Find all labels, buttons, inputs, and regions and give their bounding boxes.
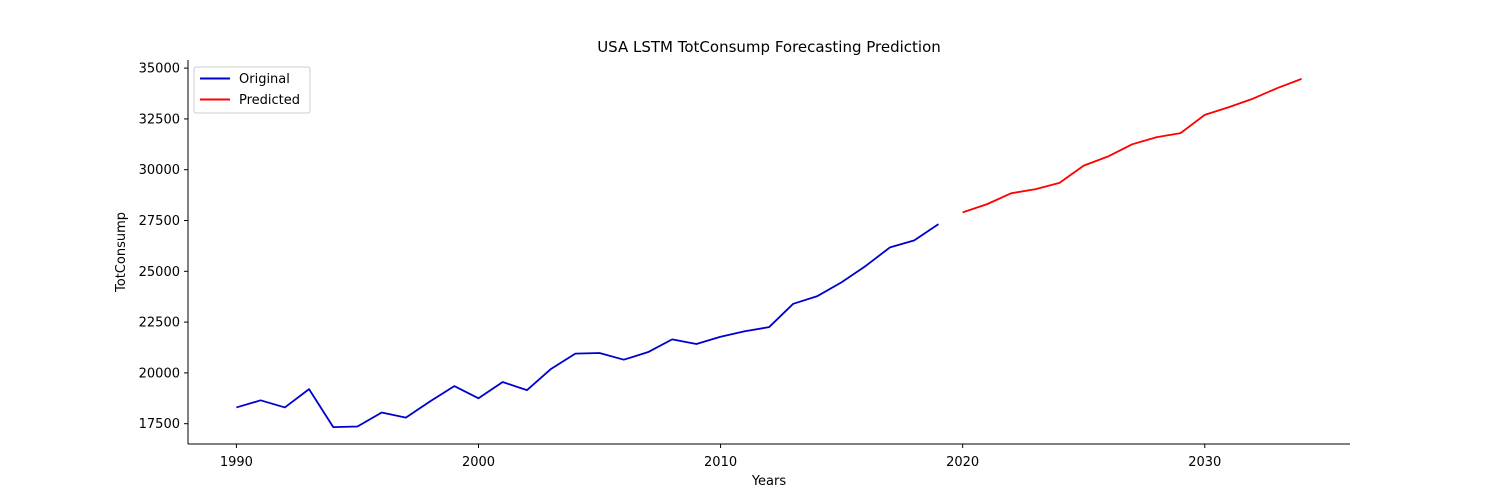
y-tick-label: 35000 <box>139 62 180 77</box>
y-tick-label: 30000 <box>139 163 180 178</box>
x-tick-label: 2030 <box>1188 455 1221 470</box>
series-line-predicted <box>962 78 1302 214</box>
plot-series <box>236 78 1302 429</box>
x-ticks: 1990 2000 2010 2020 2030 <box>220 444 1221 470</box>
series-line-original <box>236 223 939 429</box>
y-tick-label: 32500 <box>139 112 180 127</box>
legend: Original Predicted <box>193 66 311 114</box>
legend-predicted-label: Predicted <box>239 93 300 108</box>
chart-title: USA LSTM TotConsump Forecasting Predicti… <box>597 38 941 56</box>
legend-original-label: Original <box>239 72 290 87</box>
y-tick-label: 25000 <box>139 265 180 280</box>
y-tick-label: 22500 <box>139 316 180 331</box>
x-tick-label: 2010 <box>704 455 737 470</box>
y-axis-label: TotConsump <box>114 212 129 293</box>
x-tick-label: 2000 <box>462 455 495 470</box>
y-tick-label: 27500 <box>139 214 180 229</box>
x-tick-label: 2020 <box>946 455 979 470</box>
y-tick-label: 17500 <box>139 417 180 432</box>
x-tick-label: 1990 <box>220 455 253 470</box>
y-tick-label: 20000 <box>139 366 180 381</box>
y-ticks: 17500 20000 22500 25000 27500 30000 32500 35000 <box>139 62 188 432</box>
x-axis-label: Years <box>751 474 787 489</box>
